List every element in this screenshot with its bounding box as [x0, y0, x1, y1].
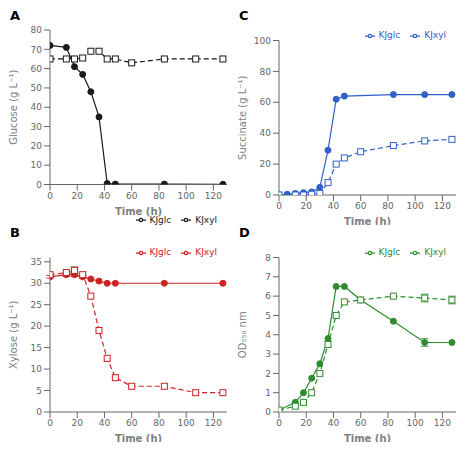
svg-text:60: 60: [31, 64, 43, 74]
svg-text:40: 40: [31, 102, 43, 112]
html-text:D: D: [239, 225, 250, 240]
svg-text:Time (h): Time (h): [344, 433, 391, 442]
svg-text:60: 60: [355, 418, 367, 428]
svg-text:Time (h): Time (h): [115, 206, 162, 217]
svg-text:60: 60: [126, 191, 138, 201]
svg-text:0: 0: [36, 180, 42, 190]
svg-text:10: 10: [31, 364, 43, 374]
svg-text:10: 10: [31, 160, 43, 170]
svg-text:Glucose (g L⁻¹): Glucose (g L⁻¹): [8, 70, 19, 145]
svg-text:100: 100: [407, 201, 424, 211]
svg-text:2: 2: [265, 369, 271, 379]
svg-text:20: 20: [301, 418, 313, 428]
html-text:KJglc: KJglc: [149, 214, 172, 225]
html-text:KJxyl: KJxyl: [424, 247, 446, 257]
svg-text:20: 20: [31, 321, 43, 331]
svg-text:50: 50: [31, 83, 43, 93]
svg-text:120: 120: [434, 201, 451, 211]
svg-text:100: 100: [254, 36, 271, 46]
svg-text:6: 6: [265, 291, 271, 301]
html-text:A: A: [10, 8, 21, 23]
svg-text:25: 25: [31, 300, 42, 310]
svg-text:120: 120: [205, 418, 222, 428]
svg-text:100: 100: [178, 191, 195, 201]
html-text:KJxyl: KJxyl: [195, 214, 217, 225]
svg-text:20: 20: [72, 191, 84, 201]
svg-text:Xylose (g L⁻¹): Xylose (g L⁻¹): [8, 300, 19, 368]
svg-text:80: 80: [31, 25, 43, 35]
svg-text:4: 4: [265, 330, 271, 340]
html-text:C: C: [239, 8, 249, 23]
svg-text:0: 0: [36, 407, 42, 417]
svg-text:70: 70: [31, 45, 43, 55]
svg-text:20: 20: [260, 159, 272, 169]
svg-text:60: 60: [126, 418, 138, 428]
svg-text:8: 8: [265, 253, 271, 263]
html-text:B: B: [10, 225, 20, 240]
svg-text:80: 80: [153, 191, 165, 201]
svg-text:100: 100: [178, 418, 195, 428]
svg-text:80: 80: [153, 418, 165, 428]
svg-text:80: 80: [382, 418, 394, 428]
svg-text:60: 60: [355, 201, 367, 211]
svg-text:30: 30: [31, 122, 43, 132]
svg-text:5: 5: [36, 386, 42, 396]
svg-text:0: 0: [265, 407, 271, 417]
svg-text:15: 15: [31, 343, 42, 353]
html-text:KJglc: KJglc: [378, 30, 401, 40]
svg-text:Succinate (g L⁻¹): Succinate (g L⁻¹): [237, 75, 248, 159]
svg-text:7: 7: [265, 272, 271, 282]
svg-text:0: 0: [47, 418, 53, 428]
svg-text:0: 0: [47, 191, 53, 201]
svg-text:5: 5: [265, 311, 271, 321]
html-text:KJxyl: KJxyl: [424, 30, 446, 40]
svg-text:35: 35: [31, 257, 42, 267]
html-text:KJxyl: KJxyl: [195, 247, 217, 257]
svg-text:0: 0: [276, 201, 282, 211]
svg-text:100: 100: [407, 418, 424, 428]
html-text:KJglc: KJglc: [149, 247, 172, 257]
svg-text:20: 20: [72, 418, 84, 428]
svg-text:40: 40: [99, 418, 111, 428]
svg-text:Time (h): Time (h): [115, 433, 162, 442]
svg-text:120: 120: [205, 191, 222, 201]
svg-text:20: 20: [301, 201, 313, 211]
svg-text:0: 0: [276, 418, 282, 428]
svg-text:80: 80: [382, 201, 394, 211]
svg-text:Time (h): Time (h): [344, 216, 391, 225]
svg-text:40: 40: [328, 201, 340, 211]
svg-text:120: 120: [434, 418, 451, 428]
svg-text:0: 0: [265, 190, 271, 200]
svg-text:40: 40: [260, 128, 272, 138]
svg-text:60: 60: [260, 97, 272, 107]
svg-text:OD₅₅₀ nm: OD₅₅₀ nm: [237, 311, 248, 358]
svg-text:40: 40: [99, 191, 111, 201]
html-text:KJglc: KJglc: [378, 247, 401, 257]
svg-text:20: 20: [31, 141, 43, 151]
svg-text:80: 80: [260, 67, 272, 77]
svg-text:30: 30: [31, 278, 43, 288]
svg-text:3: 3: [265, 349, 271, 359]
svg-text:40: 40: [328, 418, 340, 428]
svg-text:1: 1: [265, 388, 271, 398]
